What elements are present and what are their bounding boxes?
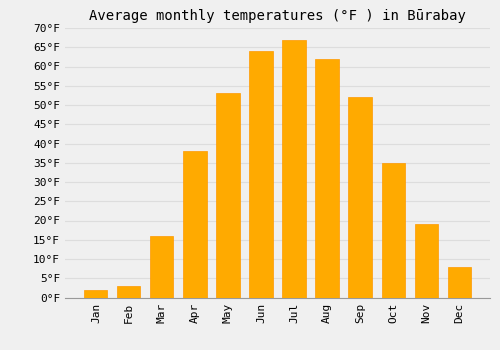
- Bar: [118, 286, 141, 298]
- Bar: [282, 40, 306, 298]
- Bar: [316, 59, 338, 298]
- Bar: [184, 151, 206, 298]
- Bar: [348, 97, 372, 298]
- Bar: [216, 93, 240, 298]
- Title: Average monthly temperatures (°F ) in Būrabay: Average monthly temperatures (°F ) in Bū…: [89, 9, 466, 23]
- Bar: [414, 224, 438, 298]
- Bar: [250, 51, 272, 298]
- Bar: [150, 236, 174, 298]
- Bar: [382, 163, 404, 298]
- Bar: [84, 290, 108, 298]
- Bar: [448, 267, 470, 298]
